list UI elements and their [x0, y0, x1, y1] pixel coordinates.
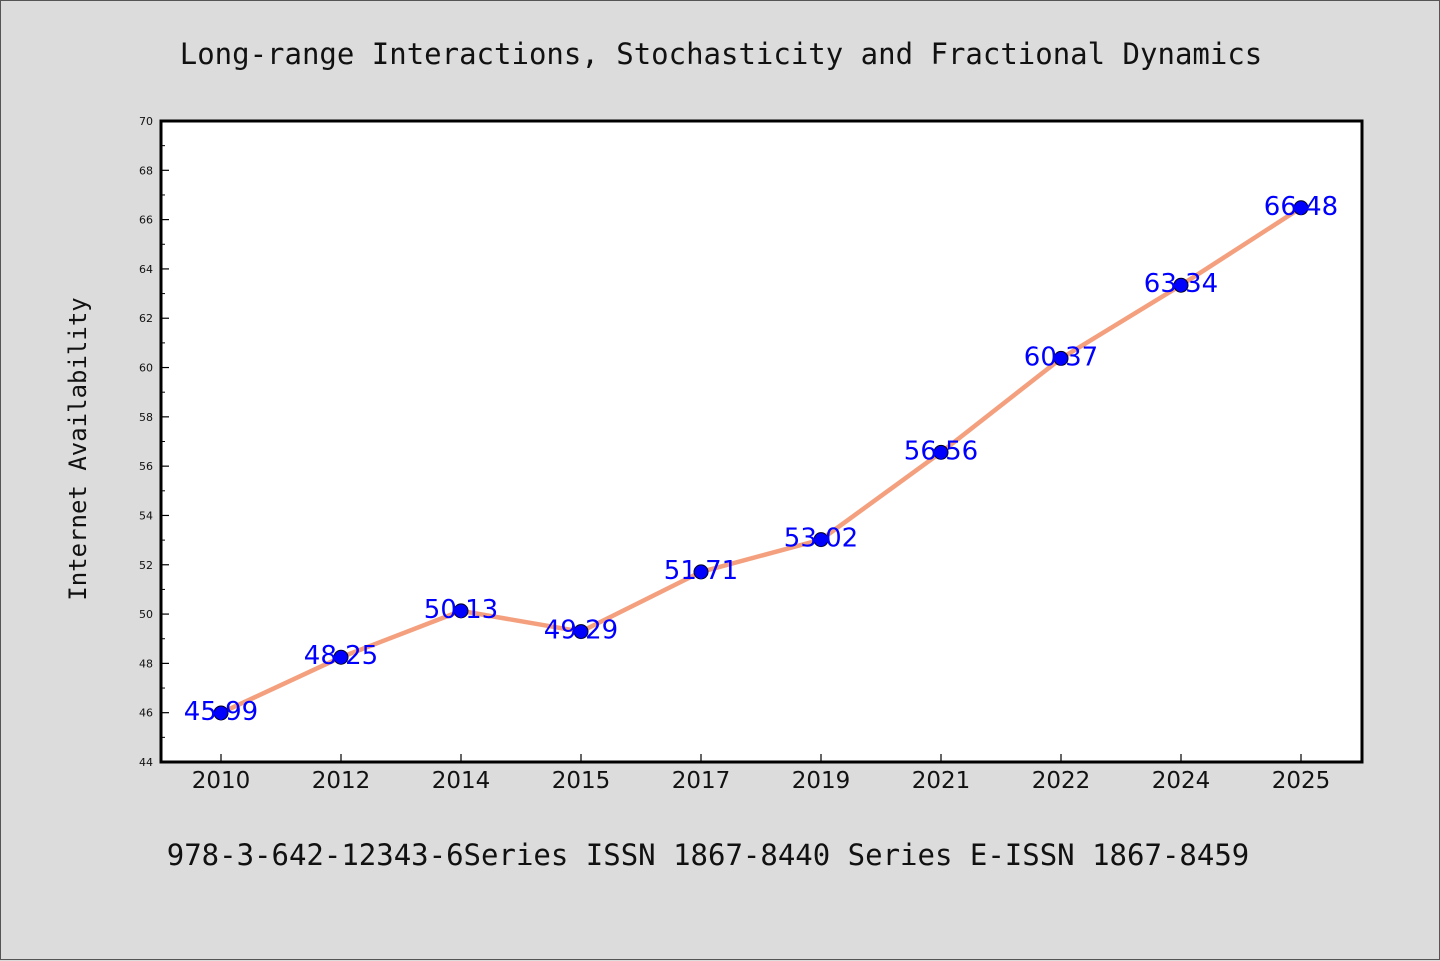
y-tick-label: 70	[139, 115, 153, 128]
x-tick-label: 2025	[1272, 768, 1331, 794]
y-tick-label: 52	[139, 559, 153, 572]
y-tick-label: 56	[139, 460, 153, 473]
y-tick-label: 54	[139, 509, 153, 522]
y-axis-ticks: 44 46 48 50 52 54 56 58 60 62 64 66 68 70	[139, 115, 169, 769]
data-label: 66.48	[1264, 192, 1338, 222]
y-tick-label: 60	[139, 362, 153, 375]
x-tick-label: 2014	[432, 768, 491, 794]
data-label: 50.13	[424, 595, 498, 625]
series-line	[218, 205, 1304, 716]
x-tick-label: 2012	[312, 768, 371, 794]
y-tick-label: 46	[139, 707, 153, 720]
chart-title: Long-range Interactions, Stochasticity a…	[180, 37, 1263, 71]
x-axis-ticks: 2010 2012 2014 2015 2017 2019 2021 2022 2024 2025	[192, 754, 1331, 794]
y-tick-label: 44	[139, 756, 153, 769]
data-label: 49.29	[544, 616, 618, 646]
plot-border	[159, 119, 1364, 764]
series-points	[213, 200, 1309, 721]
data-label: 45.99	[184, 697, 258, 727]
x-tick-label: 2022	[1032, 768, 1091, 794]
data-point	[1293, 200, 1309, 216]
y-tick-label: 48	[139, 657, 153, 670]
data-label: 53.02	[784, 524, 858, 554]
y-tick-label: 64	[139, 263, 153, 276]
data-point	[333, 649, 349, 665]
y-tick-label: 68	[139, 164, 153, 177]
y-tick-label: 58	[139, 411, 153, 424]
data-point	[693, 564, 709, 580]
data-point	[1053, 350, 1069, 366]
data-label: 63.34	[1144, 269, 1218, 299]
x-tick-label: 2019	[792, 768, 851, 794]
x-tick-label: 2017	[672, 768, 731, 794]
data-labels: 45.99 48.25 50.13 49.29 51.71 53.02 56.56 60.37…	[184, 192, 1338, 727]
y-axis-label: Internet Availability	[64, 297, 92, 600]
y-tick-label: 50	[139, 608, 153, 621]
x-tick-label: 2015	[552, 768, 611, 794]
plot-area	[161, 121, 1362, 762]
data-label: 51.71	[664, 556, 738, 586]
data-point	[813, 532, 829, 548]
data-point	[453, 603, 469, 619]
data-point	[933, 444, 949, 460]
x-tick-label: 2010	[192, 768, 251, 794]
data-label: 56.56	[904, 436, 978, 466]
data-point	[213, 705, 229, 721]
y-tick-label: 62	[139, 312, 153, 325]
footer-text: 978-3-642-12343-6Series ISSN 1867-8440 S…	[167, 838, 1250, 872]
x-tick-label: 2024	[1152, 768, 1211, 794]
data-point	[573, 624, 589, 640]
data-label: 48.25	[304, 641, 378, 671]
data-label: 60.37	[1024, 342, 1098, 372]
data-point	[1173, 277, 1189, 293]
y-tick-label: 66	[139, 214, 153, 227]
series-line-group	[218, 205, 1304, 716]
x-tick-label: 2021	[912, 768, 971, 794]
